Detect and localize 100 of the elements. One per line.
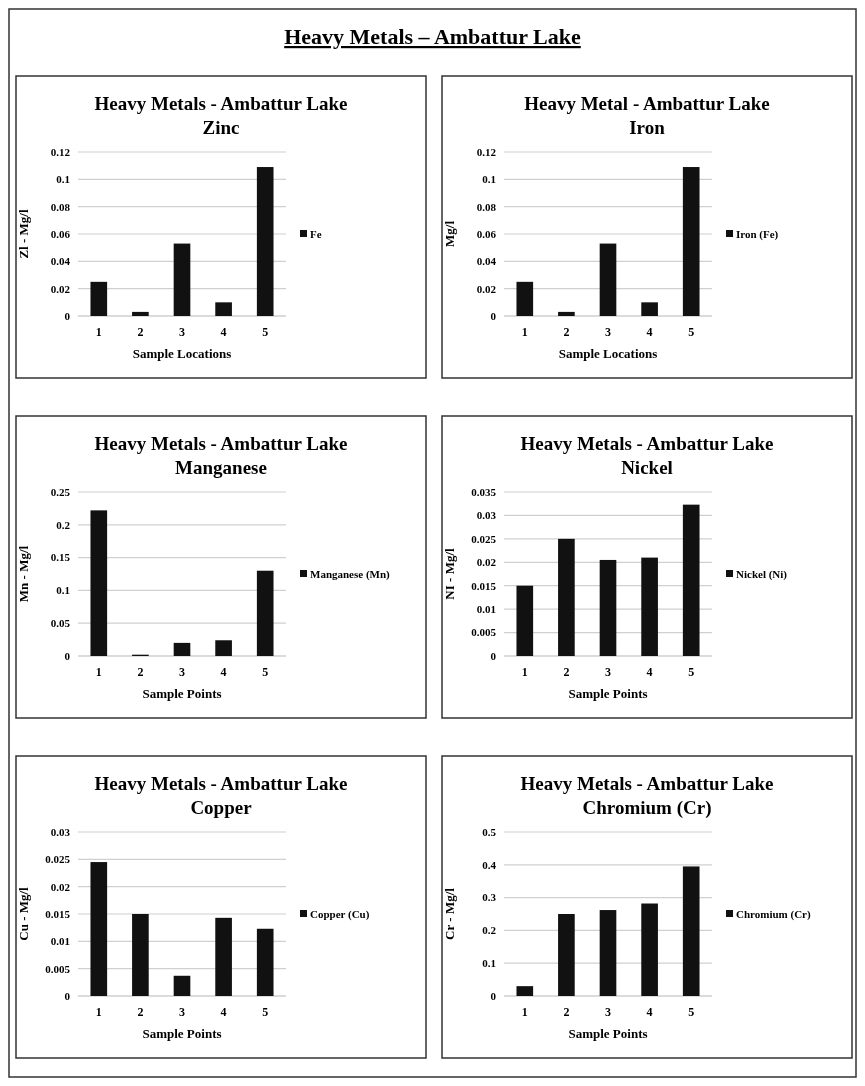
chart-title: Heavy Metals - Ambattur Lake xyxy=(94,433,348,454)
x-axis-title: Sample Locations xyxy=(558,346,658,361)
y-tick-label: 0.005 xyxy=(45,962,71,975)
y-tick-label: 0.01 xyxy=(476,602,496,615)
chart-subtitle: Iron xyxy=(629,117,666,138)
x-tick-label: 1 xyxy=(521,665,528,679)
chart-subtitle: Copper xyxy=(190,797,253,818)
bar xyxy=(215,917,232,996)
y-tick-label: 0.25 xyxy=(50,485,71,498)
y-tick-label: 0.1 xyxy=(482,957,496,970)
y-tick-label: 0 xyxy=(490,309,497,322)
x-axis-title: Sample Points xyxy=(142,686,222,701)
x-tick-label: 4 xyxy=(220,1005,227,1019)
bar xyxy=(215,640,232,656)
y-tick-label: 0.02 xyxy=(476,282,497,295)
bar xyxy=(558,311,575,316)
y-axis-title: NI - Mg/l xyxy=(442,547,457,600)
y-tick-label: 0.05 xyxy=(50,617,71,630)
chart-title: Heavy Metal - Ambattur Lake xyxy=(524,93,770,114)
y-tick-label: 0.03 xyxy=(50,825,71,838)
y-tick-label: 0 xyxy=(490,649,497,662)
legend-label: Fe xyxy=(310,227,322,240)
y-tick-label: 0.08 xyxy=(50,200,71,213)
y-tick-label: 0.12 xyxy=(476,145,497,158)
y-tick-label: 0.5 xyxy=(482,825,497,838)
x-tick-label: 1 xyxy=(95,325,102,339)
bar xyxy=(173,975,191,996)
bar xyxy=(516,281,534,316)
y-tick-label: 0.005 xyxy=(471,626,497,639)
legend-label: Chromium (Cr) xyxy=(736,907,811,921)
chart-subtitle: Manganese xyxy=(175,457,267,478)
x-axis-title: Sample Points xyxy=(568,686,648,701)
bar xyxy=(256,167,274,316)
x-tick-label: 2 xyxy=(137,325,144,339)
x-tick-label: 4 xyxy=(646,325,653,339)
y-tick-label: 0.035 xyxy=(471,485,497,498)
x-axis-title: Sample Points xyxy=(142,1026,222,1041)
y-tick-label: 0.02 xyxy=(50,880,71,893)
y-tick-label: 0.08 xyxy=(476,200,497,213)
x-tick-label: 4 xyxy=(646,665,653,679)
bar xyxy=(641,903,658,996)
y-tick-label: 0 xyxy=(64,989,71,1002)
x-tick-label: 3 xyxy=(605,1005,611,1019)
x-tick-label: 2 xyxy=(137,665,144,679)
bar xyxy=(132,311,149,316)
bar xyxy=(173,243,191,316)
text: Heavy Metals – Ambattur Lake xyxy=(284,24,582,49)
bar xyxy=(599,243,617,316)
bar xyxy=(256,928,274,996)
y-tick-label: 0.4 xyxy=(482,858,497,871)
y-tick-label: 0 xyxy=(490,989,497,1002)
y-tick-label: 0.3 xyxy=(482,891,497,904)
x-tick-label: 3 xyxy=(179,665,185,679)
x-tick-label: 4 xyxy=(220,665,227,679)
bar xyxy=(215,302,232,316)
bar xyxy=(682,167,700,316)
chart-title: Heavy Metals - Ambattur Lake xyxy=(94,93,348,114)
y-axis-title: Zl - Mg/l xyxy=(16,209,31,259)
y-tick-label: 0.02 xyxy=(476,556,497,569)
y-tick-label: 0.15 xyxy=(50,551,71,564)
chart-title: Heavy Metals - Ambattur Lake xyxy=(520,773,774,794)
chart-title: Heavy Metals - Ambattur Lake xyxy=(520,433,774,454)
y-tick-label: 0.2 xyxy=(56,518,71,531)
bar xyxy=(599,559,617,656)
y-tick-label: 0.025 xyxy=(45,853,71,866)
x-tick-label: 5 xyxy=(688,325,695,339)
bar xyxy=(682,866,700,996)
y-tick-label: 0.06 xyxy=(476,227,497,240)
x-tick-label: 5 xyxy=(262,1005,269,1019)
x-tick-label: 1 xyxy=(521,325,528,339)
bar xyxy=(132,914,149,996)
x-tick-label: 5 xyxy=(262,325,269,339)
x-tick-label: 2 xyxy=(563,325,570,339)
bar xyxy=(558,538,575,656)
x-axis-title: Sample Locations xyxy=(132,346,232,361)
x-tick-label: 3 xyxy=(605,325,611,339)
chart-subtitle: Nickel xyxy=(621,457,673,478)
bar xyxy=(516,585,534,656)
bar xyxy=(90,510,108,656)
bar xyxy=(641,302,658,316)
chart-subtitle: Chromium (Cr) xyxy=(582,797,712,819)
y-tick-label: 0.015 xyxy=(471,579,497,592)
x-tick-label: 5 xyxy=(688,665,695,679)
legend-label: Nickel (Ni) xyxy=(736,567,788,581)
legend-label: Iron (Fe) xyxy=(736,227,779,241)
y-tick-label: 0.015 xyxy=(45,907,71,920)
bar xyxy=(599,910,617,996)
bar xyxy=(90,862,108,996)
y-tick-label: 0.12 xyxy=(50,145,71,158)
chart-title: Heavy Metals - Ambattur Lake xyxy=(94,773,348,794)
y-axis-title: Cr - Mg/l xyxy=(442,887,457,940)
y-tick-label: 0.1 xyxy=(56,173,70,186)
bar xyxy=(558,914,575,996)
y-tick-label: 0.04 xyxy=(50,255,71,268)
x-tick-label: 2 xyxy=(563,1005,570,1019)
y-axis-title: Cu - Mg/l xyxy=(16,886,31,941)
y-tick-label: 0.04 xyxy=(476,255,497,268)
x-tick-label: 3 xyxy=(605,665,611,679)
x-tick-label: 4 xyxy=(220,325,227,339)
x-tick-label: 5 xyxy=(262,665,269,679)
